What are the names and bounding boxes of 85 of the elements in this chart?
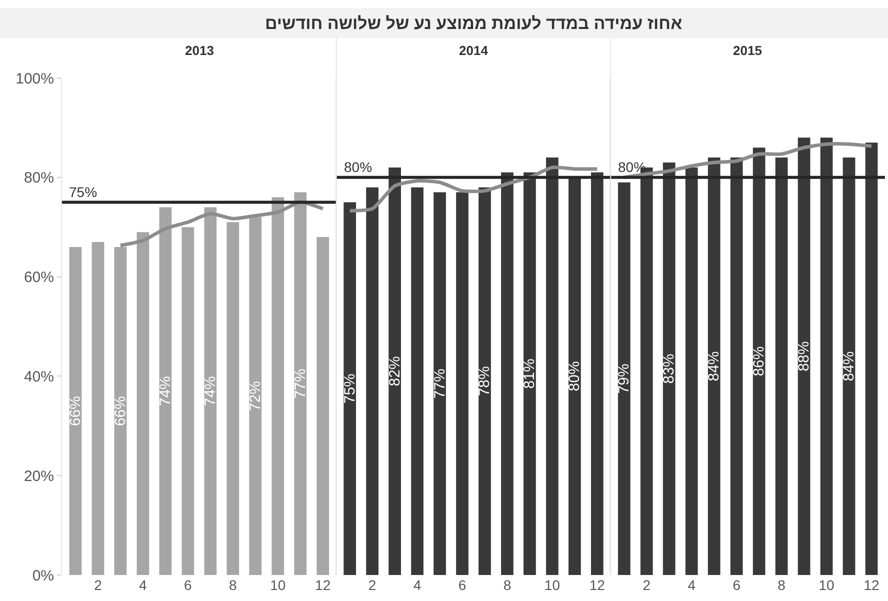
line-series — [118, 200, 325, 248]
data-label: 66% — [112, 396, 129, 426]
x-tick-label: 12 — [864, 577, 880, 593]
bar — [524, 172, 536, 575]
bar — [842, 158, 856, 575]
data-label: 80% — [566, 361, 584, 392]
data-label: 84% — [840, 351, 858, 382]
x-tick-label: 2 — [368, 577, 376, 593]
chart-subtitle: 2015 — [733, 43, 762, 58]
data-label: 84% — [706, 351, 723, 382]
data-label: 72% — [246, 381, 264, 412]
y-tick-label: 40% — [24, 368, 54, 386]
y-tick-label: 60% — [24, 269, 54, 286]
ref-line-label: 75% — [69, 184, 98, 200]
bar — [136, 232, 150, 575]
bar — [366, 187, 378, 575]
bar — [411, 187, 424, 575]
x-tick-label: 8 — [229, 577, 237, 593]
bar — [434, 192, 446, 575]
bar — [685, 167, 698, 575]
bar — [752, 148, 766, 575]
bar — [798, 138, 810, 575]
x-tick-label: 6 — [184, 577, 192, 593]
data-label: 77% — [431, 368, 448, 399]
bar — [316, 237, 330, 575]
bar — [775, 158, 788, 575]
data-label: 74% — [202, 376, 219, 406]
bar — [662, 162, 676, 575]
bar — [294, 192, 307, 575]
chart-subtitle: 2013 — [185, 43, 214, 58]
chart-subtitle: 2014 — [459, 43, 489, 58]
x-tick-label: 12 — [589, 577, 606, 593]
x-tick-label: 10 — [544, 577, 560, 593]
x-tick-label: 4 — [413, 577, 422, 593]
bar — [568, 177, 581, 575]
data-label: 74% — [156, 376, 174, 406]
bar — [388, 167, 401, 575]
x-tick-label: 8 — [778, 577, 786, 593]
bar — [820, 138, 833, 575]
bar — [272, 197, 284, 575]
data-label: 81% — [521, 358, 538, 389]
data-label: 83% — [660, 354, 678, 384]
data-label: 82% — [386, 356, 404, 386]
x-tick-label: 6 — [732, 577, 741, 593]
x-tick-label: 10 — [270, 577, 286, 593]
x-tick-label: 2 — [94, 577, 102, 593]
x-tick-label: 6 — [458, 577, 466, 593]
bar — [730, 158, 743, 575]
x-tick-label: 2 — [642, 577, 651, 593]
bar — [182, 227, 194, 575]
bar — [590, 172, 604, 575]
x-tick-label: 12 — [315, 577, 331, 593]
data-label: 75% — [341, 374, 358, 404]
data-label: 88% — [796, 341, 813, 372]
ref-line-label: 80% — [618, 159, 646, 175]
bar — [344, 202, 356, 575]
bar — [226, 222, 240, 575]
ref-line-label: 80% — [344, 159, 372, 175]
bar — [708, 158, 720, 575]
bar — [249, 217, 262, 575]
bar — [159, 207, 172, 575]
y-tick-label: 80% — [24, 170, 54, 187]
x-tick-label: 4 — [139, 577, 148, 593]
data-label: 79% — [616, 364, 633, 394]
bar — [501, 172, 514, 575]
data-label: 66% — [66, 396, 84, 426]
y-tick-label: 20% — [24, 468, 54, 485]
data-label: 78% — [476, 366, 494, 396]
data-label: 77% — [292, 368, 309, 399]
bar — [69, 246, 82, 575]
bar — [865, 142, 878, 575]
bar — [456, 192, 468, 575]
bar — [618, 182, 630, 575]
x-tick-label: 8 — [503, 577, 512, 593]
x-tick-label: 10 — [818, 577, 835, 593]
y-tick-label: 0% — [32, 567, 54, 584]
data-label: 86% — [750, 346, 768, 376]
y-tick-label: 100% — [16, 70, 54, 88]
bar — [92, 242, 104, 575]
bar — [546, 158, 558, 575]
bar — [204, 207, 217, 575]
bar — [114, 246, 127, 575]
bar — [478, 187, 491, 575]
text: אחוז עמידה במדד לעומת ממוצע נע של שלושה חודשים — [265, 14, 683, 33]
x-tick-label: 4 — [688, 577, 696, 593]
